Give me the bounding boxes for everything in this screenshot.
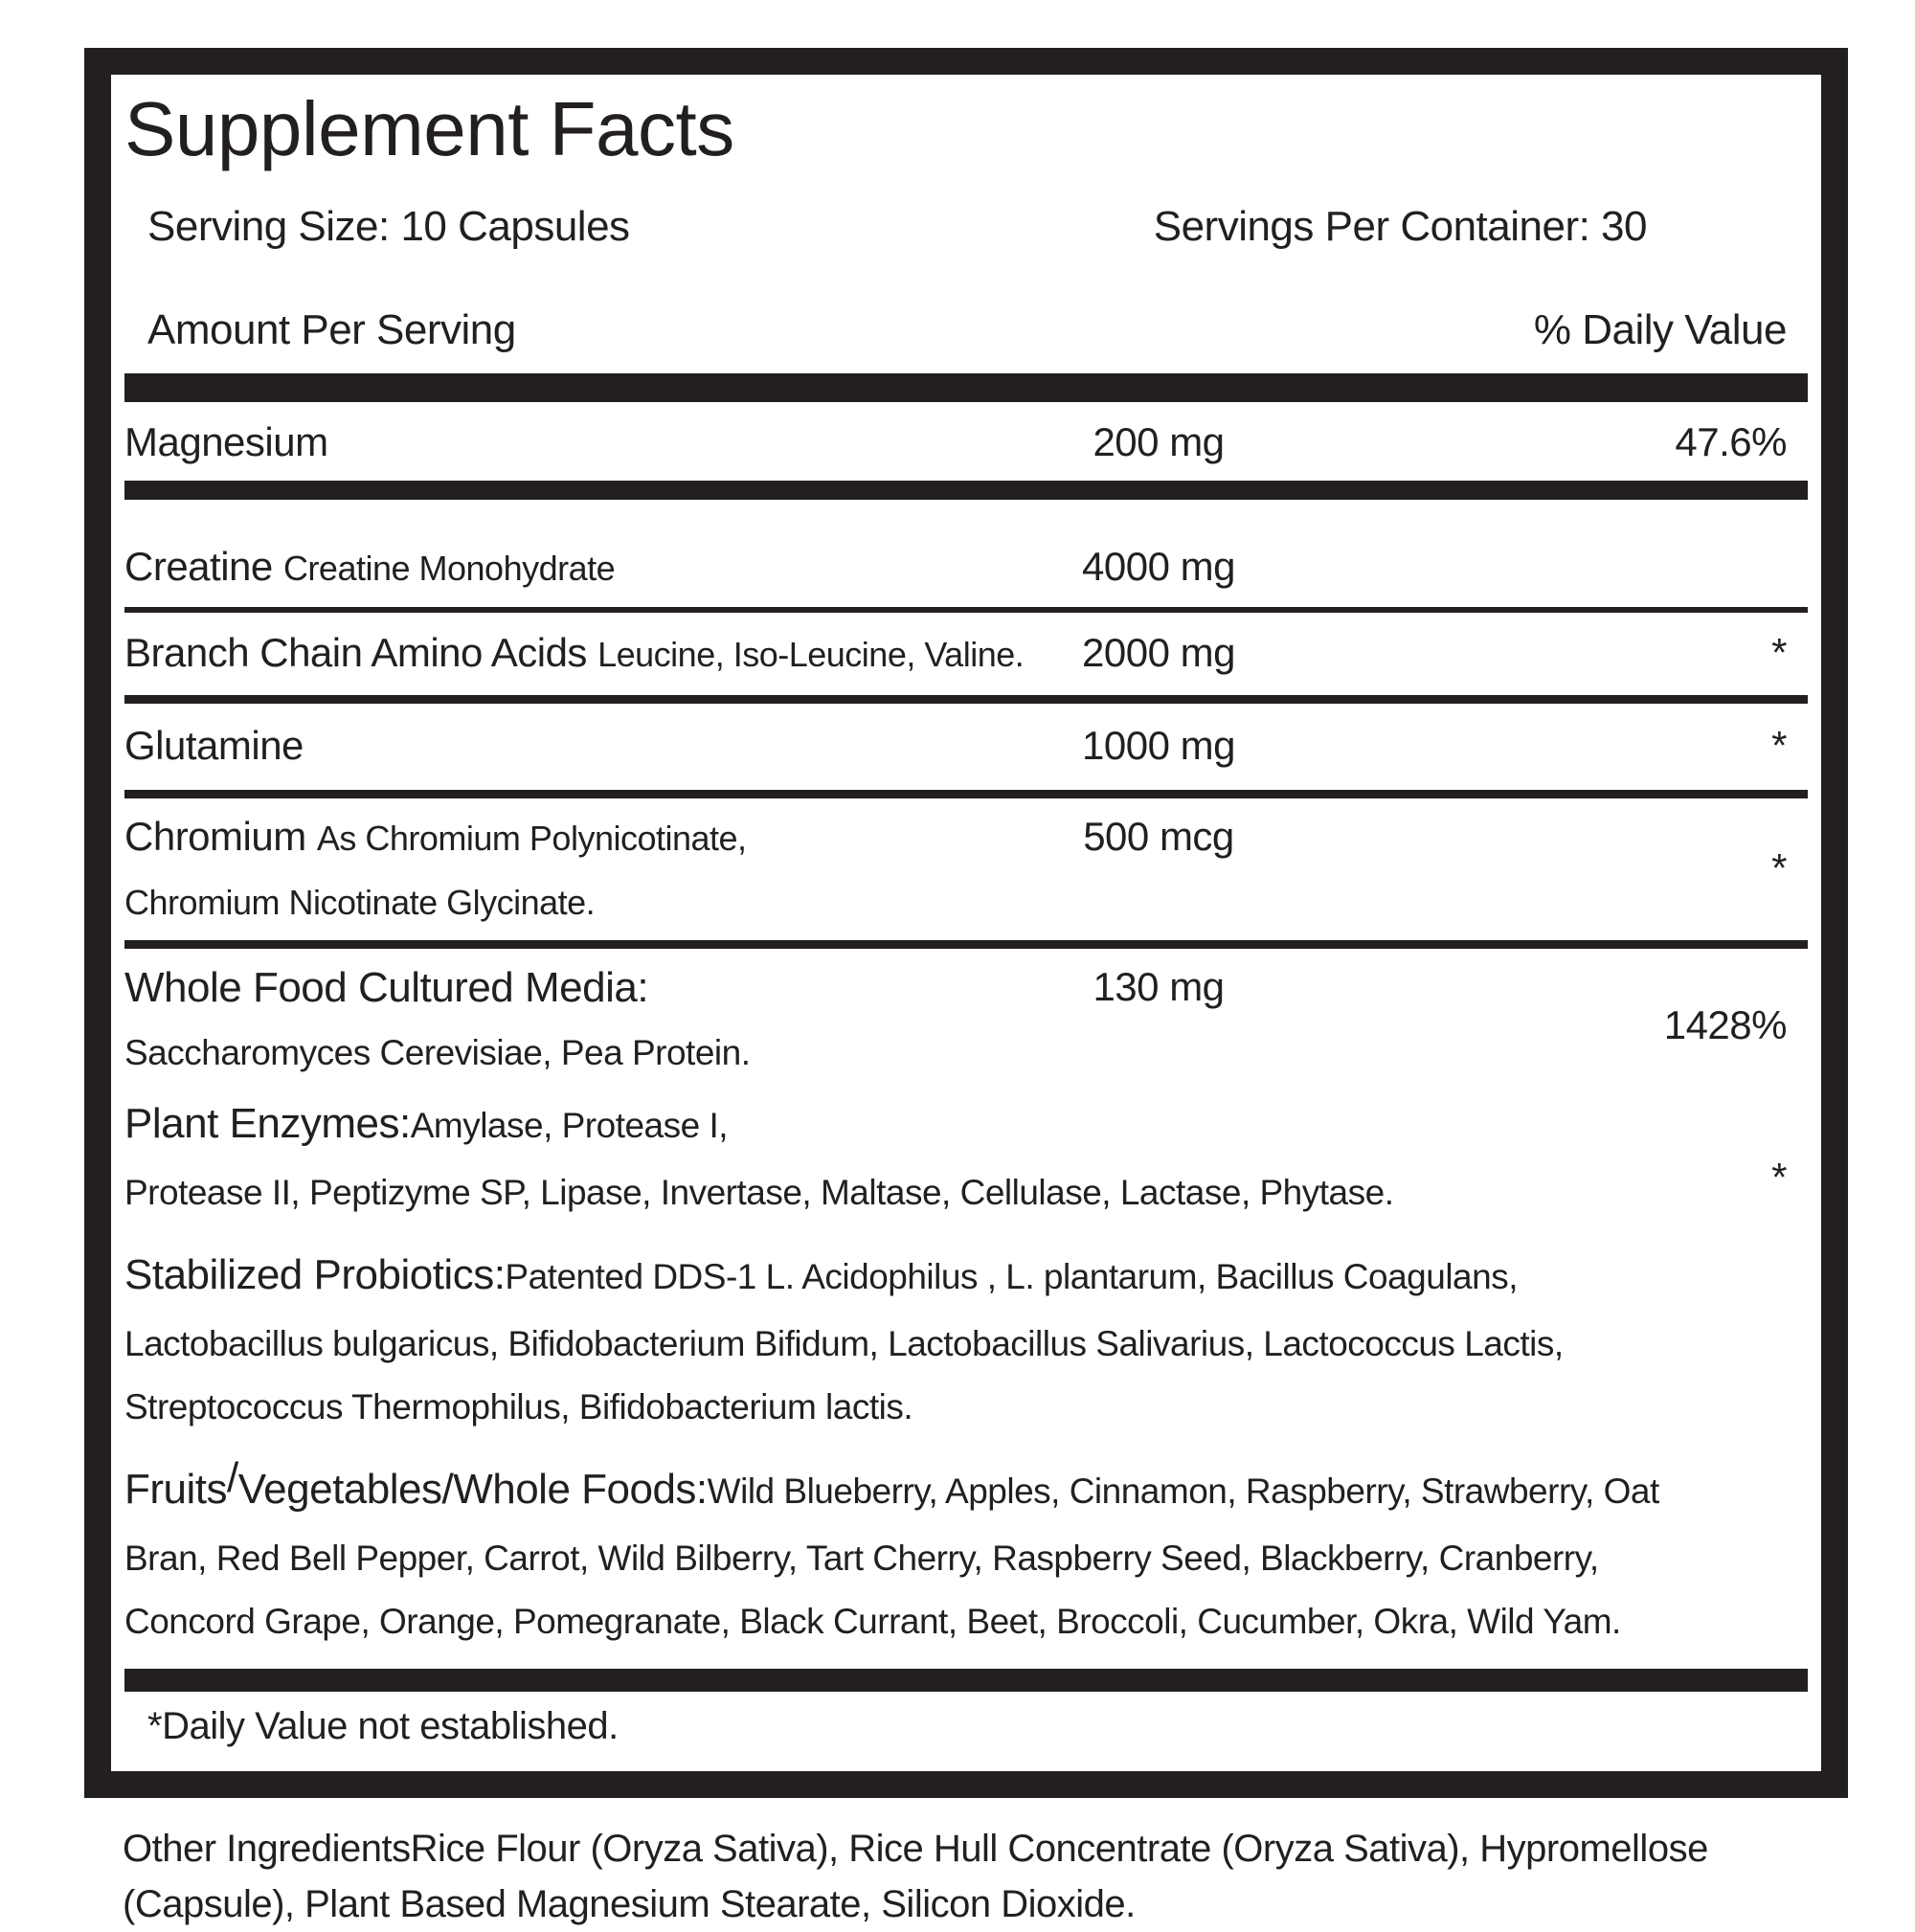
nutrient-row-chromium: Chromium As Chromium Polynicotinate, Chr…	[124, 798, 1808, 949]
probiotics-line3: Streptococcus Thermophilus, Bifidobacter…	[124, 1386, 913, 1427]
column-header-row: Amount Per Serving % Daily Value	[124, 306, 1808, 354]
nutrient-amount: 4000 mg	[1082, 543, 1235, 589]
nutrient-detail: Creatine Monohydrate	[282, 548, 616, 588]
nutrient-row-bcaa: Branch Chain Amino Acids Leucine, Iso-Le…	[124, 613, 1808, 704]
daily-value-footnote: *Daily Value not established.	[147, 1705, 619, 1747]
probiotics-line1: Patented DDS-1 L. Acidophilus , L. plant…	[505, 1256, 1518, 1296]
supplement-facts-label: Supplement Facts Serving Size: 10 Capsul…	[84, 48, 1848, 1798]
other-ingredients-label: Other Ingredients	[123, 1828, 411, 1870]
nutrient-daily-value: 1428%	[1663, 1001, 1788, 1047]
plant-enzymes-line1: Amylase, Protease I,	[410, 1105, 729, 1145]
fruits-label-slash: /	[227, 1453, 238, 1501]
probiotics-line2: Lactobacillus bulgaricus, Bifidobacteriu…	[124, 1324, 1564, 1364]
fruits-line1: Wild Blueberry, Apples, Cinnamon, Raspbe…	[707, 1471, 1660, 1511]
plant-enzymes-section: Plant Enzymes:Amylase, Protease I, Prote…	[124, 1087, 1808, 1224]
nutrient-daily-value: 47.6%	[1675, 418, 1787, 464]
label-title: Supplement Facts	[124, 86, 734, 171]
fruits-line2: Bran, Red Bell Pepper, Carrot, Wild Bilb…	[124, 1539, 1599, 1579]
nutrient-name: Creatine	[124, 543, 273, 589]
daily-value-header: % Daily Value	[1533, 305, 1788, 353]
nutrient-detail-line2: Chromium Nicotinate Glycinate.	[124, 882, 596, 922]
other-ingredients: Other IngredientsRice Flour (Oryza Sativ…	[123, 1821, 1865, 1932]
plant-enzymes-daily-value: *	[1771, 1154, 1787, 1200]
nutrient-row-magnesium: Magnesium 200 mg 47.6%	[124, 402, 1808, 481]
nutrient-name: Whole Food Cultured Media:	[124, 963, 649, 1011]
nutrient-name: Branch Chain Amino Acids	[124, 629, 587, 675]
nutrient-row-whole-food-cultured-media: Whole Food Cultured Media: 130 mg 1428% …	[124, 949, 1808, 1073]
plant-enzymes-label: Plant Enzymes:	[124, 1099, 411, 1147]
nutrient-row-glutamine: Glutamine 1000 mg *	[124, 704, 1808, 798]
serving-info-row: Serving Size: 10 Capsules Servings Per C…	[124, 203, 1808, 251]
nutrient-amount: 1000 mg	[1082, 722, 1235, 768]
serving-size: Serving Size: 10 Capsules	[147, 202, 630, 250]
other-ingredients-line1: Rice Flour (Oryza Sativa), Rice Hull Con…	[410, 1828, 1709, 1870]
nutrient-subtext: Saccharomyces Cerevisiae, Pea Protein.	[124, 1032, 751, 1072]
other-ingredients-line2: (Capsule), Plant Based Magnesium Stearat…	[123, 1883, 1136, 1925]
fruits-label-part1: Fruits	[124, 1465, 228, 1513]
nutrient-amount: 130 mg	[1093, 963, 1225, 1009]
nutrient-row-creatine: Creatine Creatine Monohydrate 4000 mg	[124, 500, 1808, 613]
amount-per-serving-header: Amount Per Serving	[147, 305, 516, 353]
magnesium-separator-bar	[124, 480, 1808, 500]
fruits-line3: Concord Grape, Orange, Pomegranate, Blac…	[124, 1601, 1621, 1641]
fruits-label-part2: Vegetables/Whole Foods:	[237, 1465, 708, 1513]
nutrient-amount: 500 mcg	[1083, 813, 1234, 859]
nutrient-detail: As Chromium Polynicotinate,	[316, 818, 747, 858]
stabilized-probiotics-section: Stabilized Probiotics:Patented DDS-1 L. …	[124, 1238, 1808, 1439]
nutrient-daily-value: *	[1771, 629, 1787, 675]
footnote-separator-bar	[124, 1669, 1808, 1692]
nutrient-amount: 200 mg	[1093, 418, 1225, 464]
nutrient-name: Glutamine	[124, 722, 304, 768]
nutrient-detail: Leucine, Iso-Leucine, Valine.	[597, 634, 1025, 674]
servings-per-container: Servings Per Container: 30	[1153, 202, 1648, 250]
plant-enzymes-line2: Protease II, Peptizyme SP, Lipase, Inver…	[124, 1172, 1394, 1212]
stabilized-probiotics-label: Stabilized Probiotics:	[124, 1250, 506, 1298]
nutrient-amount: 2000 mg	[1082, 629, 1235, 675]
fruits-vegetables-section: Fruits/Vegetables/Whole Foods:Wild Blueb…	[124, 1452, 1808, 1653]
nutrient-name: Magnesium	[124, 418, 328, 464]
header-separator-bar	[124, 372, 1808, 402]
nutrient-name: Chromium	[124, 813, 306, 859]
footnote-section: *Daily Value not established.	[124, 1669, 1808, 1756]
nutrient-daily-value: *	[1771, 844, 1787, 890]
nutrient-daily-value: *	[1771, 722, 1787, 768]
